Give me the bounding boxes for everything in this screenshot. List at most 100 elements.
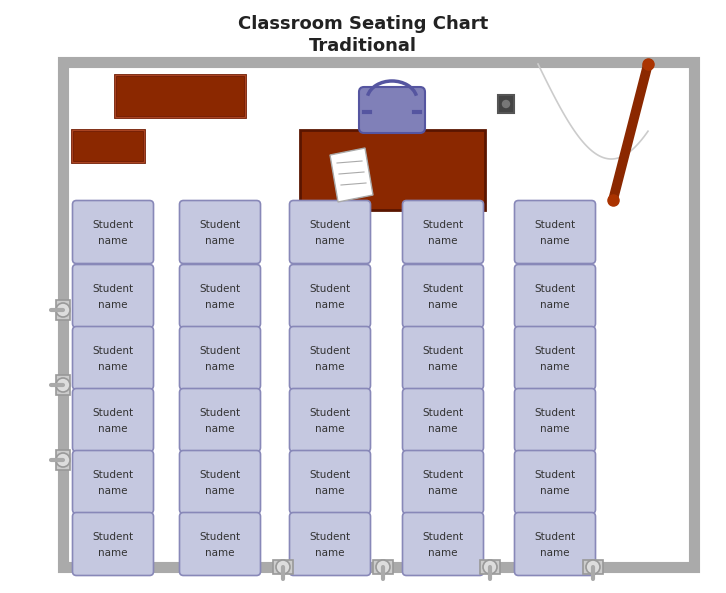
Bar: [72, 130, 144, 162]
Text: Student: Student: [534, 532, 576, 542]
FancyBboxPatch shape: [402, 388, 484, 451]
Text: Student: Student: [423, 220, 464, 230]
Text: name: name: [98, 548, 128, 558]
Text: name: name: [205, 362, 234, 372]
FancyBboxPatch shape: [515, 200, 595, 263]
Text: name: name: [205, 548, 234, 558]
Text: name: name: [428, 236, 458, 246]
Polygon shape: [330, 148, 373, 202]
FancyBboxPatch shape: [179, 200, 261, 263]
Circle shape: [502, 100, 510, 107]
Bar: [56, 300, 70, 320]
FancyBboxPatch shape: [290, 327, 370, 390]
FancyBboxPatch shape: [179, 388, 261, 451]
FancyBboxPatch shape: [73, 264, 153, 327]
FancyBboxPatch shape: [290, 451, 370, 514]
Text: Student: Student: [92, 346, 134, 356]
Circle shape: [56, 303, 70, 317]
Text: name: name: [205, 486, 234, 496]
Circle shape: [586, 560, 600, 574]
Text: name: name: [315, 362, 345, 372]
FancyBboxPatch shape: [73, 200, 153, 263]
Text: Student: Student: [200, 470, 240, 480]
FancyBboxPatch shape: [73, 512, 153, 575]
Text: Student: Student: [309, 220, 351, 230]
FancyBboxPatch shape: [515, 264, 595, 327]
FancyBboxPatch shape: [290, 388, 370, 451]
Text: name: name: [428, 486, 458, 496]
Text: Student: Student: [309, 408, 351, 418]
FancyBboxPatch shape: [179, 512, 261, 575]
Text: name: name: [98, 424, 128, 434]
Bar: [56, 450, 70, 470]
FancyBboxPatch shape: [402, 327, 484, 390]
Text: name: name: [540, 236, 570, 246]
Text: Student: Student: [200, 408, 240, 418]
Text: name: name: [98, 300, 128, 310]
FancyBboxPatch shape: [73, 388, 153, 451]
Text: Student: Student: [309, 532, 351, 542]
Text: name: name: [315, 424, 345, 434]
Bar: [480, 560, 500, 574]
Text: name: name: [428, 548, 458, 558]
Text: name: name: [98, 486, 128, 496]
Text: name: name: [205, 236, 234, 246]
Text: name: name: [315, 486, 345, 496]
Bar: [498, 95, 514, 113]
Text: name: name: [428, 424, 458, 434]
Text: name: name: [540, 362, 570, 372]
Circle shape: [56, 378, 70, 392]
FancyBboxPatch shape: [402, 512, 484, 575]
Text: Student: Student: [309, 284, 351, 294]
Text: Student: Student: [92, 284, 134, 294]
FancyBboxPatch shape: [402, 451, 484, 514]
Text: name: name: [98, 236, 128, 246]
Text: Student: Student: [309, 346, 351, 356]
FancyBboxPatch shape: [73, 451, 153, 514]
FancyBboxPatch shape: [290, 200, 370, 263]
Text: Student: Student: [423, 470, 464, 480]
Circle shape: [56, 453, 70, 467]
FancyBboxPatch shape: [515, 327, 595, 390]
Text: Student: Student: [92, 532, 134, 542]
Text: Student: Student: [534, 284, 576, 294]
FancyBboxPatch shape: [179, 264, 261, 327]
Text: Classroom Seating Chart: Classroom Seating Chart: [238, 15, 488, 33]
Text: name: name: [315, 236, 345, 246]
Text: Student: Student: [200, 220, 240, 230]
Circle shape: [276, 560, 290, 574]
Text: Student: Student: [200, 346, 240, 356]
Text: Student: Student: [534, 408, 576, 418]
FancyBboxPatch shape: [402, 200, 484, 263]
Bar: [63, 62, 694, 567]
Text: Student: Student: [200, 284, 240, 294]
Text: name: name: [205, 300, 234, 310]
Bar: [72, 130, 144, 162]
Text: name: name: [540, 486, 570, 496]
Text: name: name: [315, 300, 345, 310]
FancyBboxPatch shape: [179, 327, 261, 390]
FancyBboxPatch shape: [402, 264, 484, 327]
Text: name: name: [428, 300, 458, 310]
Text: name: name: [205, 424, 234, 434]
Text: Student: Student: [534, 220, 576, 230]
FancyBboxPatch shape: [515, 451, 595, 514]
Text: Student: Student: [423, 408, 464, 418]
Bar: [115, 75, 245, 117]
Bar: [373, 560, 393, 574]
Text: Student: Student: [534, 470, 576, 480]
Text: Student: Student: [423, 346, 464, 356]
Text: Student: Student: [92, 408, 134, 418]
Text: Student: Student: [423, 532, 464, 542]
FancyBboxPatch shape: [179, 451, 261, 514]
Text: Student: Student: [200, 532, 240, 542]
Text: Student: Student: [534, 346, 576, 356]
Text: name: name: [428, 362, 458, 372]
Text: name: name: [98, 362, 128, 372]
Circle shape: [376, 560, 390, 574]
Text: name: name: [540, 548, 570, 558]
Text: Traditional: Traditional: [309, 37, 417, 55]
Text: Student: Student: [309, 470, 351, 480]
Bar: [583, 560, 603, 574]
FancyBboxPatch shape: [290, 264, 370, 327]
